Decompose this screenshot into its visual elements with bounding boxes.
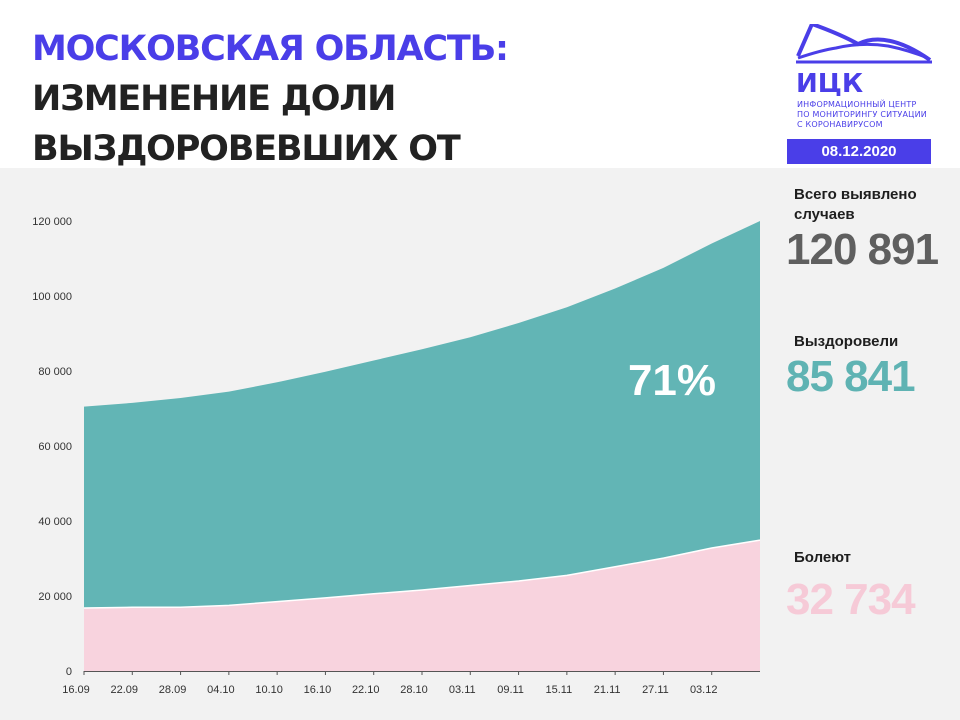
x-tick-label: 27.11	[642, 684, 669, 696]
x-tick-label: 03.11	[449, 684, 476, 696]
y-tick-label: 40 000	[38, 516, 72, 528]
sick-value: 32 734	[786, 575, 916, 624]
y-tick-label: 120 000	[32, 216, 72, 228]
y-tick-label: 100 000	[32, 291, 72, 303]
x-tick-label: 21.11	[594, 684, 621, 696]
y-tick-label: 80 000	[38, 366, 72, 378]
x-tick-label: 28.10	[400, 684, 428, 696]
x-tick-label: 28.09	[159, 684, 187, 696]
date-badge: 08.12.2020	[787, 139, 931, 164]
y-tick-label: 0	[66, 666, 72, 678]
sick-label: Болеют	[794, 549, 852, 566]
logo-line: с коронавирусом	[797, 120, 883, 129]
x-axis: 16.09 22.09 28.09 04.10 10.10 16.10 22.10 28.10…	[62, 671, 760, 696]
title-accent: Московская область:	[32, 29, 509, 69]
x-tick-label: 22.09	[111, 684, 139, 696]
series-area-total	[84, 221, 760, 671]
series-boundary-line	[83, 539, 761, 609]
logo-line: по мониторингу ситуации	[797, 110, 927, 119]
series-area-sick	[84, 540, 760, 671]
recovered-value: 85 841	[786, 352, 916, 401]
share-annotation: 71%	[628, 356, 716, 405]
x-tick-label: 15.11	[545, 684, 572, 696]
x-tick-label: 16.09	[62, 684, 90, 696]
y-tick-label: 60 000	[38, 441, 72, 453]
logo-icon: ИЦК	[796, 24, 932, 99]
y-tick-label: 20 000	[38, 591, 72, 603]
x-tick-label: 22.10	[352, 684, 380, 696]
logo-caption: Информационный центр по мониторингу ситу…	[797, 100, 927, 130]
total-cases-value: 120 891	[786, 225, 939, 274]
recovered-label: Выздоровели	[794, 333, 899, 350]
x-tick-label: 09.11	[497, 684, 524, 696]
plot-area	[83, 221, 761, 671]
x-tick-label: 04.10	[207, 684, 235, 696]
total-cases-label: Всего выявлено случаев	[794, 186, 917, 223]
logo-abbr: ИЦК	[796, 69, 863, 99]
x-tick-label: 03.12	[690, 684, 718, 696]
x-tick-label: 10.10	[255, 684, 283, 696]
header: Московская область: изменение доли выздо…	[0, 0, 960, 219]
y-axis: 0 20 000 40 000 60 000 80 000 100 000 120 000	[32, 216, 72, 678]
logo-line: Информационный центр	[797, 100, 917, 109]
x-tick-label: 16.10	[304, 684, 332, 696]
